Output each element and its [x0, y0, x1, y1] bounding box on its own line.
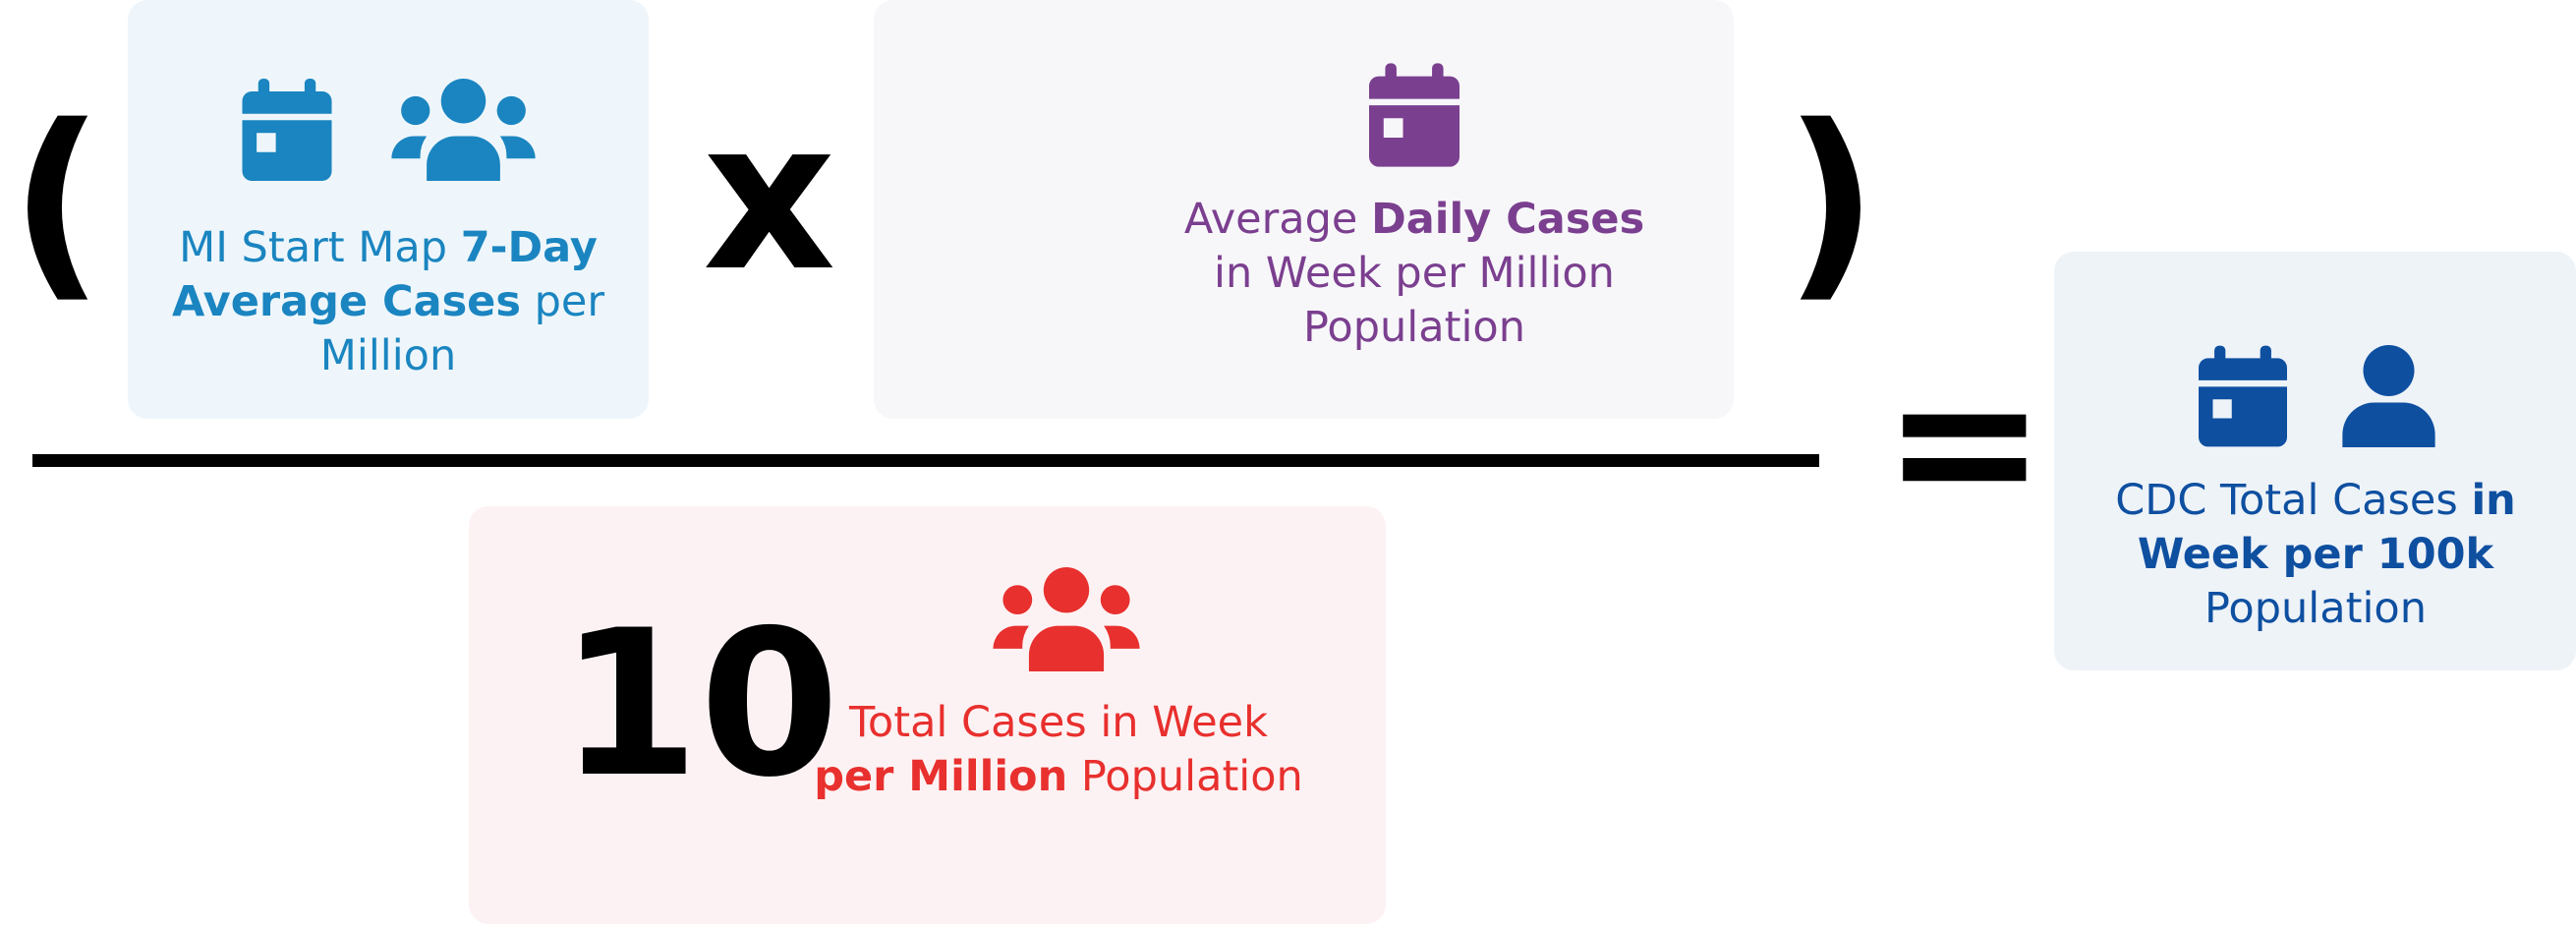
label-part: Daily Cases	[1371, 195, 1645, 244]
multiply-sign: x	[703, 76, 836, 317]
divisor: 10	[559, 588, 840, 822]
close-paren: )	[1784, 81, 1878, 321]
cdc-box: CDC Total Cases in Week per 100k Populat…	[2054, 252, 2576, 670]
label-part: MI Start Map	[179, 223, 448, 272]
calendar-icon	[242, 79, 332, 181]
mi-start-map-box: MI Start Map 7-Day Average Cases per Mil…	[128, 0, 649, 419]
label-part: Population	[2204, 584, 2427, 633]
box-label: Total Cases in Week per Million Populati…	[808, 696, 1309, 804]
label-part: Total Cases in Week	[848, 698, 1269, 747]
daily-cases-box: Average Daily Cases in Week per Million …	[874, 0, 1734, 419]
label-part: Population	[1080, 752, 1303, 801]
calendar-icon	[2199, 345, 2287, 447]
label-part: 7-Day Average Cases	[171, 223, 598, 326]
label-part: CDC Total Cases	[2115, 476, 2458, 525]
label-part: in Week per 100k	[2137, 476, 2516, 579]
box-label: MI Start Map 7-Day Average Cases per Mil…	[147, 221, 629, 383]
label-part: per Million	[814, 752, 1068, 801]
people-icon	[389, 79, 538, 181]
equals-sign: =	[1882, 327, 2047, 556]
fraction-line	[32, 454, 1819, 467]
label-part: per Million	[319, 277, 605, 380]
label-part: Average	[1183, 195, 1358, 244]
label-part: in Week per Million Population	[1214, 249, 1615, 352]
person-icon	[2342, 345, 2435, 447]
box-label: Average Daily Cases in Week per Million …	[1159, 193, 1670, 355]
people-icon	[993, 567, 1140, 671]
total-cases-box: 10 Total Cases in Week per Million Popul…	[469, 506, 1386, 924]
box-label: CDC Total Cases in Week per 100k Populat…	[2070, 474, 2561, 636]
calendar-icon	[1369, 63, 1460, 167]
open-paren: (	[10, 81, 104, 321]
